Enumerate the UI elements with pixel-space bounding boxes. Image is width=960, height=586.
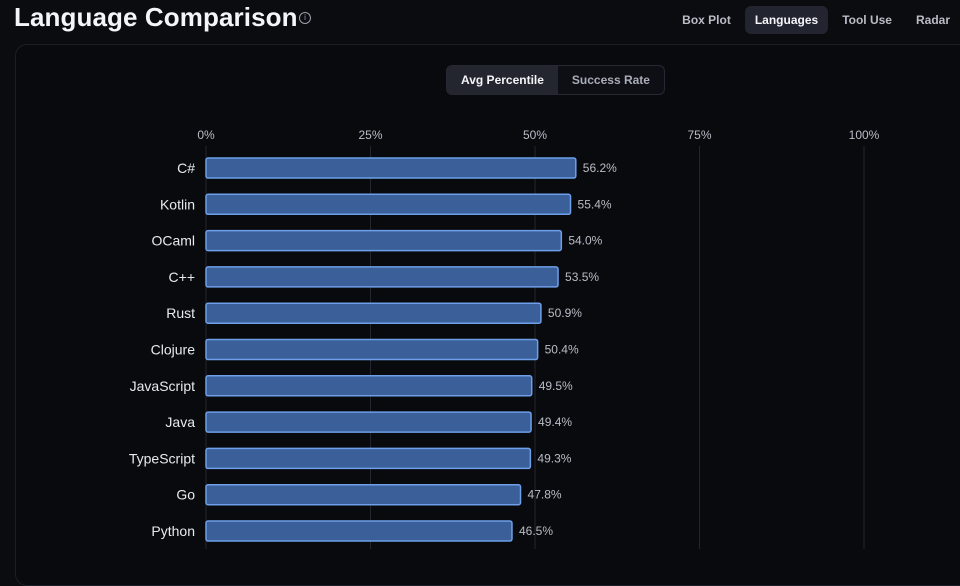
- category-label: Clojure: [151, 342, 196, 358]
- tab-languages[interactable]: Languages: [744, 6, 829, 34]
- bar[interactable]: [205, 483, 522, 506]
- value-label: 53.5%: [565, 270, 599, 284]
- view-tabs: Box Plot Languages Tool Use Radar: [668, 6, 960, 34]
- category-label: C#: [177, 160, 195, 176]
- x-tick-label: 100%: [849, 128, 880, 142]
- tab-radar[interactable]: Radar: [915, 13, 950, 27]
- value-label: 46.5%: [519, 524, 553, 538]
- bar[interactable]: [205, 157, 577, 179]
- bar[interactable]: [205, 338, 539, 361]
- x-tick-label: 25%: [358, 128, 382, 142]
- value-label: 50.9%: [548, 306, 582, 320]
- category-label: Java: [165, 414, 195, 430]
- value-label: 49.5%: [539, 379, 573, 393]
- category-label: TypeScript: [129, 450, 195, 466]
- bar[interactable]: [205, 520, 513, 542]
- bar[interactable]: [205, 229, 563, 252]
- value-label: 50.4%: [545, 343, 579, 357]
- value-label: 47.8%: [528, 488, 562, 502]
- value-label: 54.0%: [568, 234, 602, 248]
- success-rate-button[interactable]: Success Rate: [571, 73, 650, 87]
- value-label: 56.2%: [583, 161, 617, 175]
- category-label: JavaScript: [130, 378, 195, 394]
- category-label: Rust: [166, 305, 195, 321]
- info-icon[interactable]: i: [299, 12, 311, 24]
- tab-tool-use[interactable]: Tool Use: [842, 13, 892, 27]
- page-title: Language Comparison: [14, 2, 298, 32]
- bar[interactable]: [205, 302, 542, 324]
- category-label: Go: [176, 487, 195, 503]
- category-label: C++: [169, 269, 195, 285]
- bar[interactable]: [205, 193, 572, 216]
- value-label: 49.4%: [538, 415, 572, 429]
- x-tick-label: 0%: [197, 128, 215, 142]
- metric-toggle: Avg Percentile Success Rate: [446, 65, 665, 95]
- value-label: 55.4%: [578, 197, 612, 211]
- category-label: Python: [151, 523, 195, 539]
- bar-chart: 0% 25% 50% 75% 100% C# 56.2% Kotlin 55.4% OCaml 54…: [129, 128, 880, 549]
- bar[interactable]: [205, 411, 532, 433]
- x-tick-label: 50%: [523, 128, 547, 142]
- bar[interactable]: [205, 375, 533, 397]
- category-label: Kotlin: [160, 196, 195, 212]
- value-label: 49.3%: [537, 451, 571, 465]
- category-label: OCaml: [151, 233, 195, 249]
- tab-box-plot[interactable]: Box Plot: [682, 13, 731, 27]
- bar[interactable]: [205, 447, 532, 470]
- x-tick-label: 75%: [687, 128, 711, 142]
- avg-percentile-button[interactable]: Avg Percentile: [447, 66, 558, 94]
- bar[interactable]: [205, 266, 559, 288]
